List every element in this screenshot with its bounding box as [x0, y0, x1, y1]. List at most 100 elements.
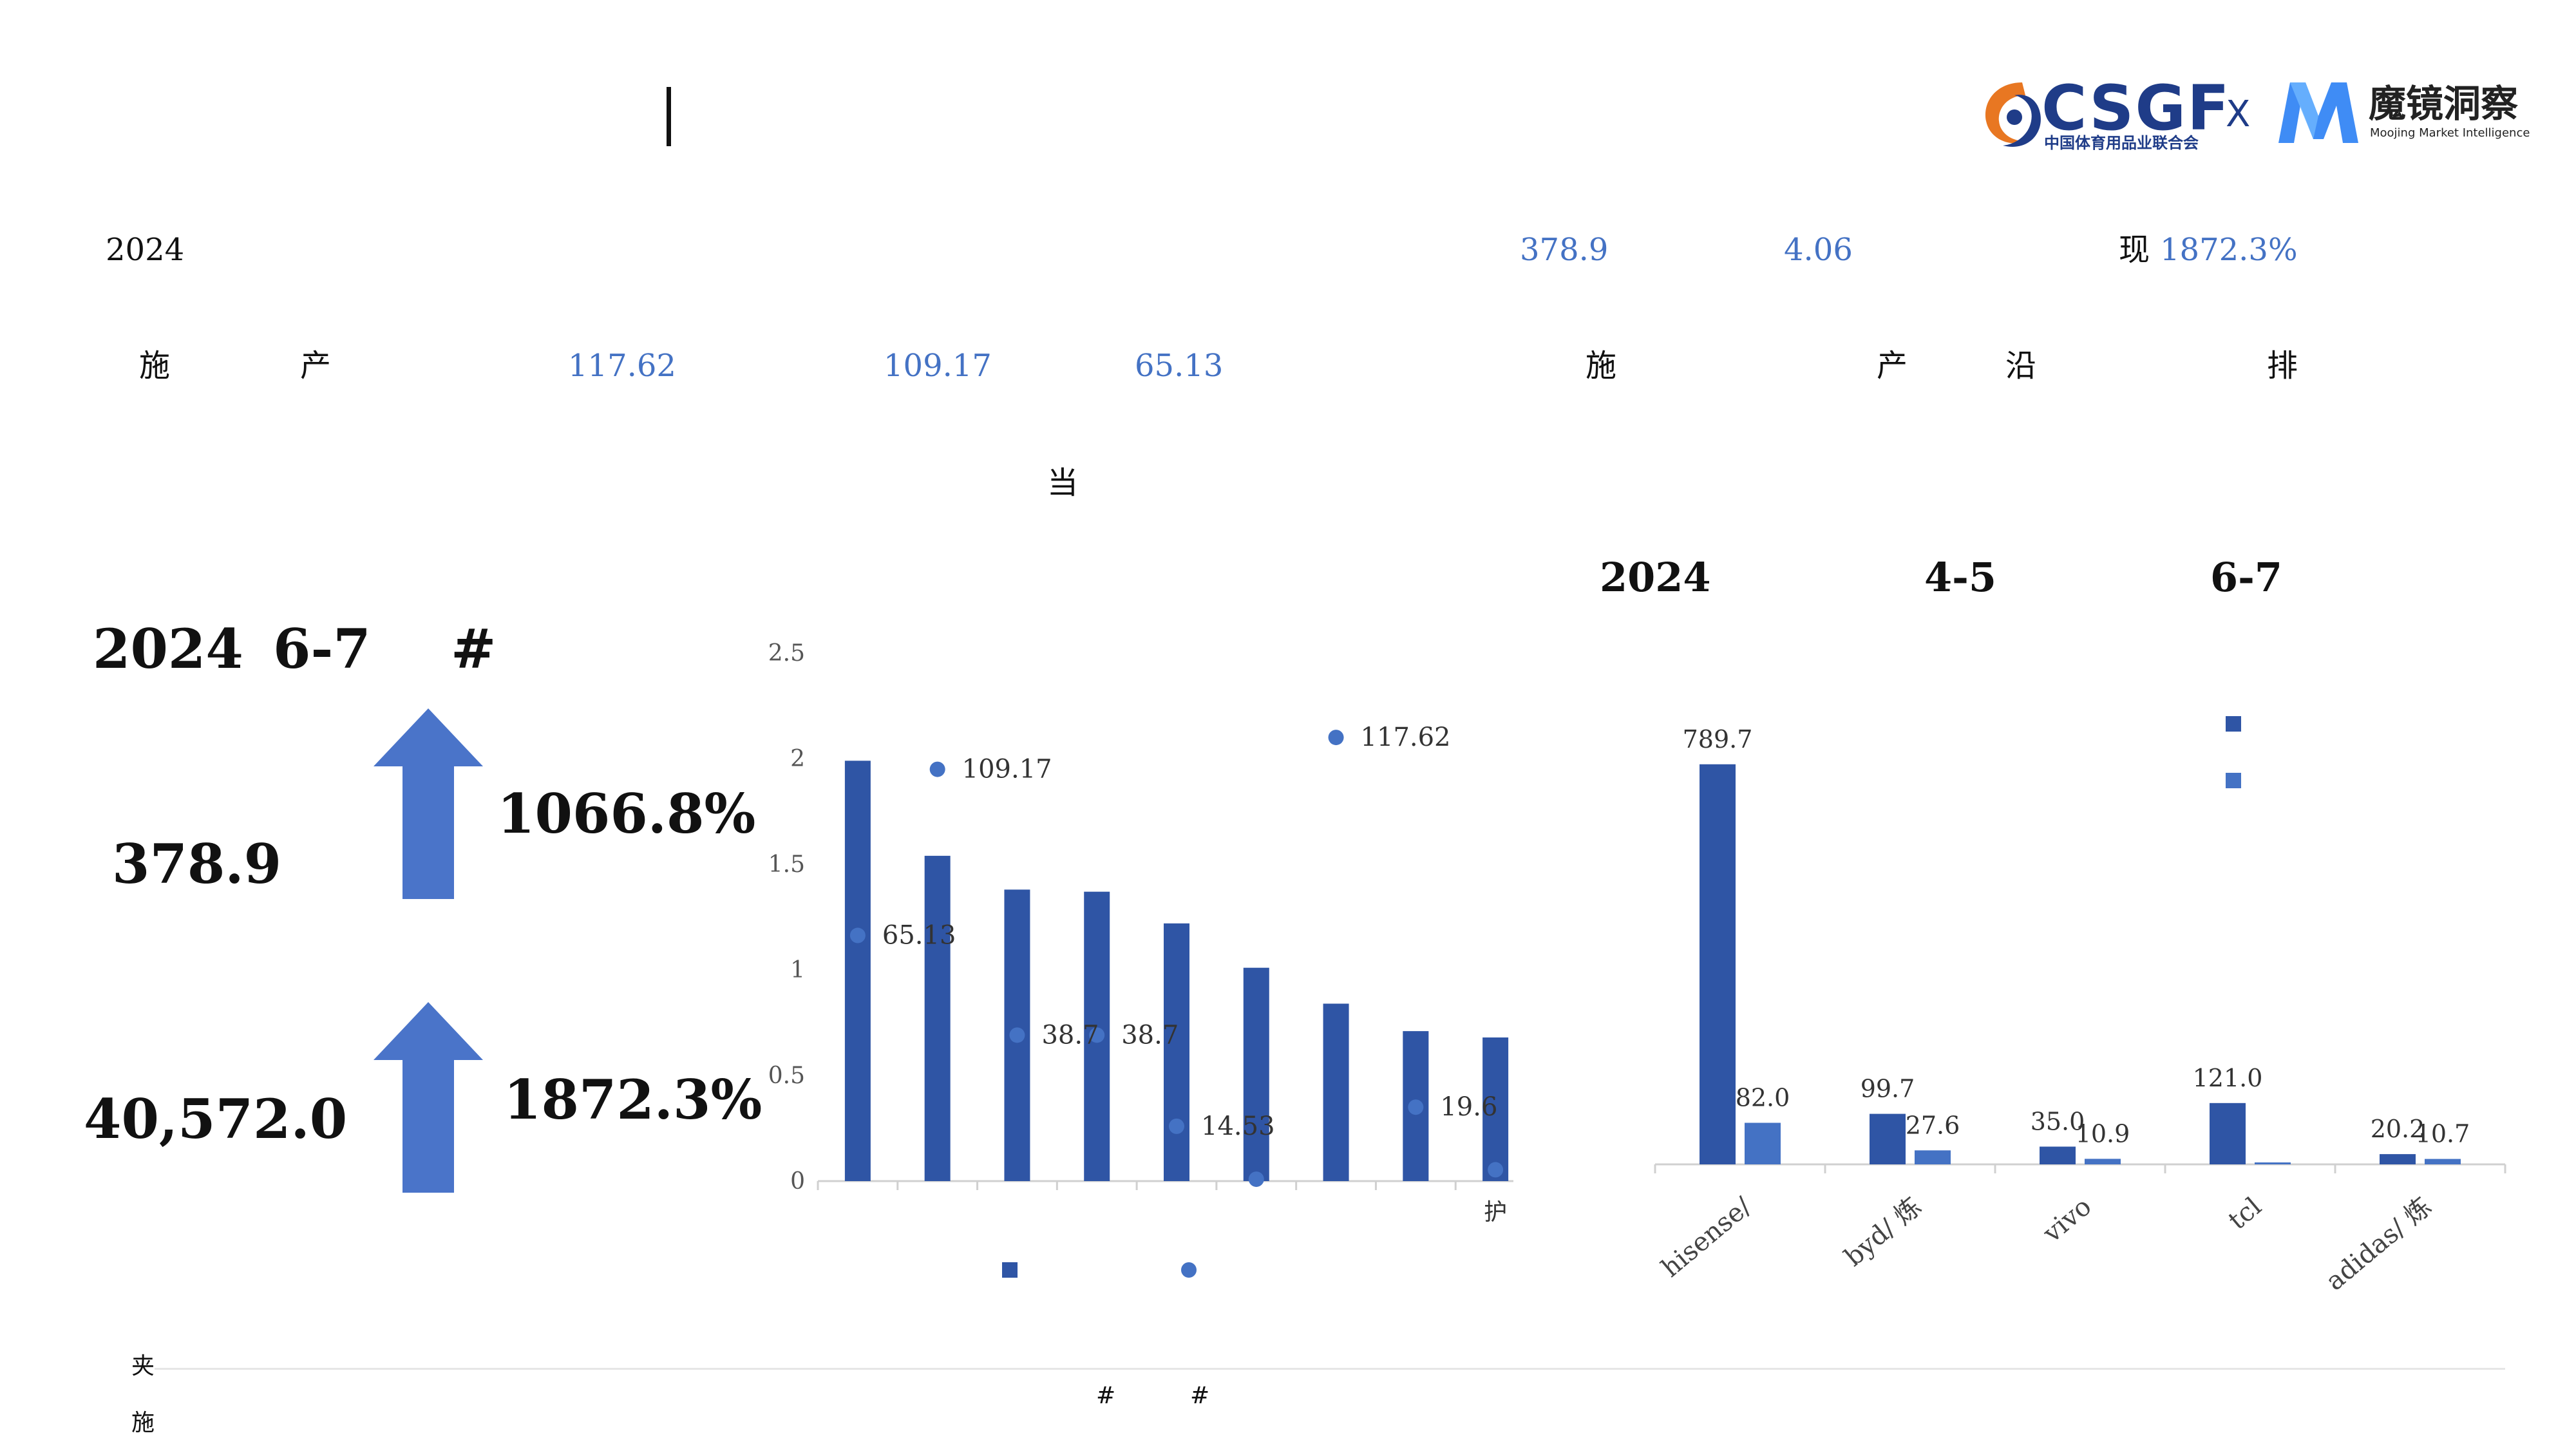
right-title-p1: 4-5	[1924, 554, 1997, 601]
csgf-logo: CSGF 中国体育用品业联合会	[1977, 76, 2235, 160]
chart1-left-tick-label: 1	[790, 957, 805, 983]
grouped-bar-chart: 789.7 82.0 hisense/99.7 27.6 byd/ 炼 35.010.9 v…	[1654, 716, 2506, 1296]
chart2-category-label: tcl	[2223, 1191, 2268, 1235]
chart2-data-label: 10.7	[2416, 1120, 2470, 1148]
row2-value3: 65.13	[1135, 348, 1224, 384]
row1-pct-prefix: 现	[2119, 232, 2150, 268]
chart1-bars	[844, 761, 1509, 1181]
chart1-left-tick-label: 1.5	[768, 851, 805, 878]
chart1-bar	[1482, 1037, 1509, 1181]
row2-char1: 施	[139, 348, 171, 384]
chart2-bar-series2	[2255, 1162, 2291, 1164]
chart1-data-label: 14.53	[1201, 1112, 1275, 1141]
chart1-legend-bar-swatch	[1002, 1262, 1018, 1278]
chart1-data-label: 109.17	[962, 755, 1052, 784]
footer-note-2: 施	[131, 1410, 155, 1436]
chart1-data-label: 19.6	[1440, 1092, 1497, 1122]
chart2-bar-series2	[2425, 1159, 2461, 1164]
chart1-point	[1408, 1099, 1424, 1115]
row3-char1: 当	[1047, 465, 1079, 501]
right-title-year: 2024	[1600, 554, 1711, 601]
row2-char5: 沿	[2005, 348, 2037, 384]
chart1-point	[1328, 730, 1344, 746]
kpi-growth2: 1872.3%	[504, 1068, 762, 1132]
kpi-title-year: 2024	[93, 617, 243, 681]
chart1-category-label: 护	[1484, 1199, 1507, 1226]
row2-char2: 产	[300, 348, 332, 384]
chart2-bar-series1	[2040, 1146, 2076, 1164]
chart2-data-label: 82.0	[1736, 1083, 1790, 1112]
kpi-title-hash: #	[451, 617, 497, 681]
kpi-value1: 378.9	[112, 832, 282, 896]
chart2-category-label: adidas/ 炼	[2320, 1191, 2438, 1296]
chart2-bar-series1	[2210, 1103, 2246, 1164]
up-arrow-icon	[374, 708, 483, 899]
chart2-category-label: hisense/	[1656, 1191, 1757, 1283]
moojing-m-icon	[2278, 82, 2358, 143]
chart1-bar	[844, 761, 871, 1181]
chart1-bar	[924, 855, 951, 1181]
kpi-value2: 40,572.0	[84, 1087, 348, 1151]
chart1-data-label: 65.13	[882, 921, 956, 951]
chart1-bar	[1164, 923, 1189, 1181]
row1-value2: 4.06	[1784, 232, 1853, 268]
kpi-title-period: 6-7	[273, 617, 371, 681]
chart1-bar	[1243, 967, 1269, 1181]
collab-x: X	[2226, 93, 2251, 135]
chart1-point	[1009, 1027, 1025, 1043]
chart2-bar-series2	[1915, 1150, 1951, 1164]
chart1-left-tick-label: 2	[790, 746, 805, 772]
footer-note-1: 夹	[131, 1353, 155, 1379]
chart2-legend-swatch-1	[2226, 716, 2241, 732]
row2-char4: 产	[1877, 348, 1908, 384]
chart2-bar-series1	[1700, 764, 1736, 1164]
chart1-data-label: 38.7	[1121, 1020, 1179, 1050]
chart2-labels: 789.7 82.0 hisense/99.7 27.6 byd/ 炼 35.010.9 v…	[1656, 725, 2470, 1296]
footer-hash-2: #	[1190, 1383, 1210, 1409]
chart1-legend-dot-swatch	[1181, 1262, 1197, 1278]
moojing-subtitle: Moojing Market Intelligence	[2370, 126, 2530, 140]
chart2-data-label: 35.0	[2031, 1107, 2085, 1135]
moojing-name: 魔镜洞察	[2369, 82, 2519, 126]
chart2-category-label: byd/ 炼	[1839, 1191, 1927, 1272]
row2-value2: 109.17	[884, 348, 992, 384]
row2-value1: 117.62	[568, 348, 676, 384]
row1-pct: 1872.3%	[2160, 232, 2298, 268]
chart2-category-label: vivo	[2037, 1191, 2097, 1249]
kpi-growth1: 1066.8%	[497, 782, 756, 846]
csgf-emblem-icon	[1985, 82, 2041, 147]
chart1-point	[929, 761, 945, 777]
chart1-data-label: 38.7	[1041, 1020, 1099, 1050]
chart1-bar	[1323, 1003, 1349, 1181]
chart1-point	[849, 927, 866, 943]
chart2-bars	[1700, 764, 2461, 1164]
chart1-left-tick-label: 0.5	[768, 1063, 805, 1089]
chart1-data-label: 117.62	[1361, 723, 1451, 752]
csgf-logo-text: CSGF	[2041, 72, 2231, 144]
up-arrow-icon	[374, 1002, 483, 1193]
chart2-data-label: 121.0	[2193, 1064, 2263, 1092]
chart2-data-label: 789.7	[1683, 725, 1753, 753]
moojing-logo: 魔镜洞察 Moojing Market Intelligence	[2273, 76, 2531, 153]
chart2-data-label: 20.2	[2371, 1115, 2425, 1143]
chart1-point	[1488, 1162, 1504, 1178]
chart2-data-label: 27.6	[1906, 1111, 1960, 1139]
footer-divider	[155, 1368, 2505, 1370]
footer-hash-1: #	[1096, 1383, 1116, 1409]
chart2-data-label: 10.9	[2076, 1119, 2130, 1148]
row1-value1: 378.9	[1520, 232, 1609, 268]
combo-chart: 00.511.522.502040608010012014065.13109.1…	[768, 640, 1513, 1278]
csgf-subtitle: 中国体育用品业联合会	[2044, 134, 2199, 152]
chart1-point	[1248, 1171, 1264, 1188]
chart1-point	[1089, 1027, 1105, 1043]
row2-char6: 排	[2267, 348, 2298, 384]
chart2-bar-series1	[2380, 1154, 2416, 1164]
chart2-axes	[1654, 716, 2506, 1173]
chart1-point	[1169, 1118, 1184, 1134]
chart1-left-tick-label: 2.5	[768, 640, 805, 667]
right-title-p2: 6-7	[2210, 554, 2283, 601]
chart1-left-tick-label: 0	[790, 1168, 805, 1195]
chart1-axes	[817, 1180, 1513, 1278]
chart2-legend-swatch-2	[2226, 773, 2241, 788]
text-cursor	[667, 87, 671, 146]
